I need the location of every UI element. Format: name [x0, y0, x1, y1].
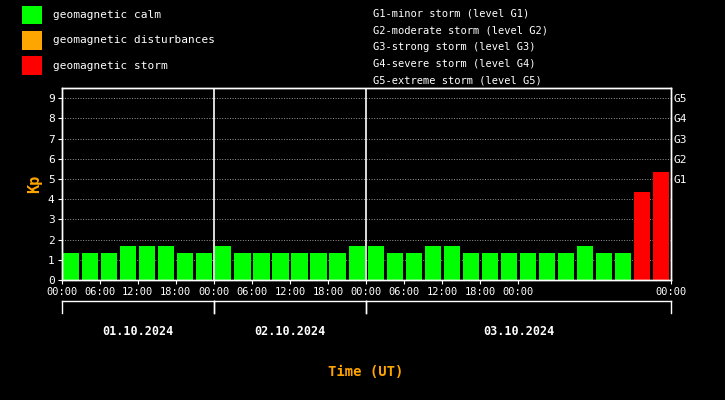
Text: Time (UT): Time (UT) [328, 365, 404, 379]
Bar [444, 246, 460, 280]
Bar [196, 253, 212, 280]
Bar [82, 253, 99, 280]
Bar [215, 246, 231, 280]
Bar [634, 192, 650, 280]
Text: G1-minor storm (level G1): G1-minor storm (level G1) [373, 8, 530, 18]
Bar [481, 253, 498, 280]
Bar [368, 246, 384, 280]
Bar [463, 253, 479, 280]
Bar [177, 253, 194, 280]
Text: G5-extreme storm (level G5): G5-extreme storm (level G5) [373, 76, 542, 86]
Text: 01.10.2024: 01.10.2024 [102, 325, 173, 338]
Bar [596, 253, 612, 280]
Bar [349, 246, 365, 280]
Text: 03.10.2024: 03.10.2024 [483, 325, 554, 338]
Bar [501, 253, 517, 280]
Text: G3-strong storm (level G3): G3-strong storm (level G3) [373, 42, 536, 52]
Bar [139, 246, 155, 280]
Bar [329, 253, 346, 280]
Bar [234, 253, 251, 280]
Text: G2-moderate storm (level G2): G2-moderate storm (level G2) [373, 25, 548, 35]
FancyBboxPatch shape [22, 31, 42, 50]
Text: geomagnetic storm: geomagnetic storm [53, 60, 167, 70]
FancyBboxPatch shape [22, 56, 42, 75]
Text: geomagnetic calm: geomagnetic calm [53, 10, 161, 20]
Bar [558, 253, 574, 280]
Text: geomagnetic disturbances: geomagnetic disturbances [53, 35, 215, 45]
Text: G4-severe storm (level G4): G4-severe storm (level G4) [373, 59, 536, 69]
Y-axis label: Kp: Kp [28, 175, 42, 193]
Bar [63, 253, 79, 280]
Text: 02.10.2024: 02.10.2024 [254, 325, 326, 338]
FancyBboxPatch shape [22, 6, 42, 24]
Bar [386, 253, 403, 280]
Bar [539, 253, 555, 280]
Bar [405, 253, 422, 280]
Bar [158, 246, 175, 280]
Bar [291, 253, 307, 280]
Bar [101, 253, 117, 280]
Bar [273, 253, 289, 280]
Bar [425, 246, 441, 280]
Bar [520, 253, 536, 280]
Bar [653, 172, 669, 280]
Bar [577, 246, 593, 280]
Bar [120, 246, 136, 280]
Bar [253, 253, 270, 280]
Bar [310, 253, 327, 280]
Bar [615, 253, 631, 280]
